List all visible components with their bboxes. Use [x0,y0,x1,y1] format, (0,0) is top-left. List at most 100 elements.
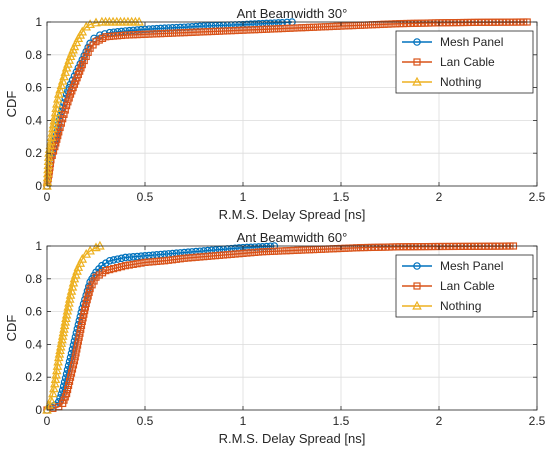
data-point [294,246,302,254]
data-point [211,27,220,35]
y-tick-label: 0.6 [25,81,42,95]
data-point [164,256,173,264]
data-point [56,80,67,90]
data-point [259,248,267,256]
axes-box [46,245,538,411]
data-point [278,247,286,255]
data-point [42,404,52,414]
legend: Mesh Panel Lan Cable Nothing [395,30,534,94]
data-point [215,27,224,35]
data-point [349,244,357,252]
data-point [83,296,91,304]
legend-marker [413,262,421,270]
data-point [46,394,56,404]
data-point [82,52,90,61]
data-point [345,244,353,252]
data-point [70,357,79,365]
data-point [113,28,122,36]
data-point [184,28,192,37]
series-nothing [42,16,144,190]
data-point [258,243,267,251]
data-point [65,377,74,385]
data-point [231,250,239,258]
data-point [313,23,322,31]
data-point [134,16,144,26]
y-axis-label: CDF [4,91,19,118]
data-point [121,31,130,39]
data-point [81,307,89,315]
y-tick-label: 0 [35,403,42,417]
data-point [251,26,259,34]
data-point [164,24,173,32]
data-point [168,24,177,32]
data-point [81,21,92,31]
data-point [81,303,90,311]
data-point [251,248,259,256]
chart-title: Ant Beamwidth 60° [237,230,348,245]
legend-label: Lan Cable [440,279,495,293]
data-point [325,22,333,31]
data-point [192,28,200,36]
data-point [313,245,322,254]
data-point [176,29,184,37]
data-point [235,26,243,34]
data-point [113,264,122,272]
y-tick-label: 1 [35,239,42,253]
data-point [91,242,101,252]
data-point [60,67,71,76]
legend-entry: Lan Cable [402,55,495,69]
data-point [250,243,259,251]
data-point [239,26,247,34]
data-point [117,27,126,36]
data-point [196,253,204,261]
data-point [129,253,138,261]
data-point [337,244,345,253]
data-point [80,310,88,318]
legend-entry: Mesh Panel [402,259,503,273]
data-point [266,247,275,256]
data-point [137,252,145,260]
series-nothing [42,240,105,414]
data-point [79,314,87,322]
data-point [52,93,63,103]
data-point [141,258,149,266]
data-point [85,288,93,296]
data-point [376,20,384,29]
data-point [384,20,392,28]
y-tick-label: 0.8 [25,48,42,62]
data-point [145,258,153,266]
data-point [290,24,298,32]
data-point [88,281,96,289]
data-point [176,23,185,32]
data-point [85,19,95,29]
data-point [69,361,78,369]
data-point [298,24,306,32]
data-point [223,251,231,259]
legend-entry: Nothing [402,75,481,89]
data-point [184,254,192,262]
data-point [345,22,353,30]
x-tick-label: 1 [240,190,247,204]
data-point [90,277,98,285]
x-tick-label: 2.5 [529,190,546,204]
x-axis-label: R.M.S. Delay Spread [ns] [219,207,366,222]
x-tick-label: 2 [436,190,443,204]
data-point [353,244,361,252]
data-point [235,250,243,258]
data-point [72,349,80,357]
y-tick-label: 0.2 [25,370,42,384]
data-point [145,25,153,33]
data-point [73,345,81,353]
data-point [64,98,72,106]
chart-title: Ant Beamwidth 30° [237,6,348,21]
data-point [270,25,278,33]
data-point [133,31,141,39]
x-tick-label: 1 [240,414,247,428]
data-point [255,248,263,256]
data-point [67,369,76,377]
data-point [46,136,56,146]
data-point [172,23,181,32]
data-point [172,255,180,263]
data-point [64,381,73,389]
data-point [161,29,169,38]
